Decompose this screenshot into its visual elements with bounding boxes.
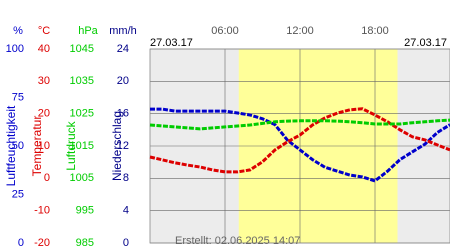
y-tick-label: -10 [34, 205, 50, 217]
plot-border [149, 48, 450, 244]
x-tick-label: 12:00 [286, 25, 314, 37]
y-tick-label: 20 [117, 75, 129, 87]
y-tick-label: 1015 [70, 140, 94, 152]
y-tick-label: 0 [44, 172, 50, 184]
y-tick-label: 40 [38, 43, 50, 55]
axis-title: Luftdruck [64, 120, 78, 170]
footer: Erstellt: 02.06.2025 14:07 [175, 235, 300, 247]
y-tick-label: 75 [12, 91, 24, 103]
axis-unit: % [13, 25, 23, 37]
y-tick-label: 16 [117, 108, 129, 120]
data-line [149, 118, 450, 131]
axis-unit: hPa [78, 25, 98, 37]
y-tick-label: 10 [38, 140, 50, 152]
data-line [149, 107, 450, 174]
y-tick-label: 100 [6, 43, 24, 55]
axis-title: Temperatur [30, 116, 44, 177]
y-tick-label: 1005 [70, 172, 94, 184]
y-tick-label: 25 [12, 188, 24, 200]
y-tick-label: 20 [38, 108, 50, 120]
y-tick-label: 0 [123, 237, 129, 249]
x-tick-label: 06:00 [211, 25, 239, 37]
y-tick-label: 8 [123, 172, 129, 184]
axis-title: Luftfeuchtigkeit [4, 105, 18, 186]
date-left: 27.03.17 [150, 37, 193, 49]
y-tick-label: 1045 [70, 43, 94, 55]
y-tick-label: 985 [76, 237, 94, 249]
plot-area [150, 48, 450, 244]
axis-unit: mm/h [109, 25, 137, 37]
y-tick-label: 24 [117, 43, 129, 55]
y-tick-label: 1035 [70, 75, 94, 87]
data-line [150, 107, 450, 183]
y-tick-label: -20 [34, 237, 50, 249]
y-tick-label: 1025 [70, 108, 94, 120]
date-right: 27.03.17 [404, 37, 447, 49]
y-tick-label: 0 [18, 237, 24, 249]
y-tick-label: 4 [123, 205, 129, 217]
axis-unit: °C [38, 25, 50, 37]
y-tick-label: 12 [117, 140, 129, 152]
y-tick-label: 995 [76, 205, 94, 217]
axis-title: Niederschlag [110, 111, 124, 181]
y-tick-label: 50 [12, 140, 24, 152]
x-tick-label: 18:00 [361, 25, 389, 37]
y-tick-label: 30 [38, 75, 50, 87]
